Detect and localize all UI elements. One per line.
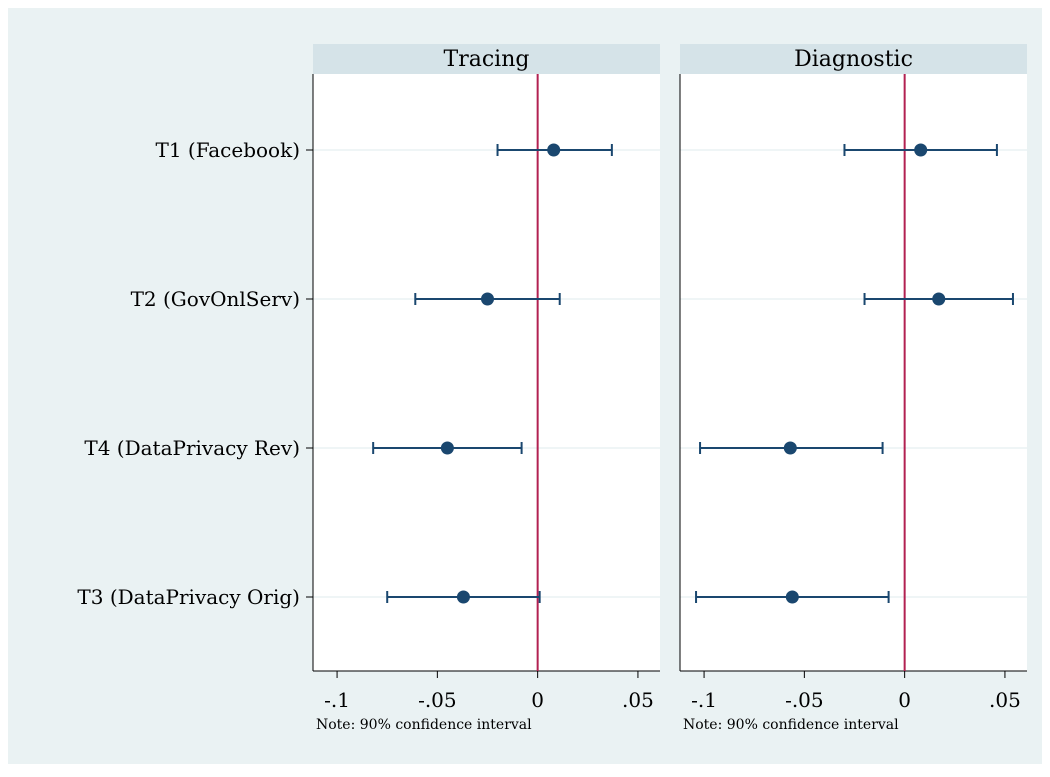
point-estimate-diagnostic-2 <box>932 293 945 306</box>
x-tick-label-diagnostic-3: .05 <box>989 688 1021 712</box>
point-estimate-tracing-3 <box>441 442 454 455</box>
plot-area-tracing <box>313 74 660 671</box>
point-estimate-tracing-4 <box>457 591 470 604</box>
y-tick-label-2: T2 (GovOnlServ) <box>131 287 300 311</box>
y-tick-label-4: T3 (DataPrivacy Orig) <box>77 585 300 609</box>
y-tick-label-3: T4 (DataPrivacy Rev) <box>84 436 300 460</box>
point-estimate-diagnostic-1 <box>914 144 927 157</box>
x-tick-label-tracing-3: .05 <box>622 688 654 712</box>
panel-title-tracing: Tracing <box>444 47 530 72</box>
point-estimate-diagnostic-4 <box>786 591 799 604</box>
x-tick-label-tracing-1: -.05 <box>418 688 457 712</box>
plot-area-diagnostic <box>680 74 1027 671</box>
panel-title-diagnostic: Diagnostic <box>794 47 913 72</box>
note-tracing: Note: 90% confidence interval <box>316 717 532 733</box>
x-tick-label-diagnostic-1: -.05 <box>785 688 824 712</box>
point-estimate-diagnostic-3 <box>784 442 797 455</box>
point-estimate-tracing-1 <box>547 144 560 157</box>
point-estimate-tracing-2 <box>481 293 494 306</box>
x-tick-label-diagnostic-2: 0 <box>898 688 911 712</box>
y-tick-label-1: T1 (Facebook) <box>155 138 300 162</box>
note-diagnostic: Note: 90% confidence interval <box>683 717 899 733</box>
x-tick-label-tracing-0: -.1 <box>324 688 350 712</box>
x-tick-label-diagnostic-0: -.1 <box>691 688 717 712</box>
x-tick-label-tracing-2: 0 <box>531 688 544 712</box>
